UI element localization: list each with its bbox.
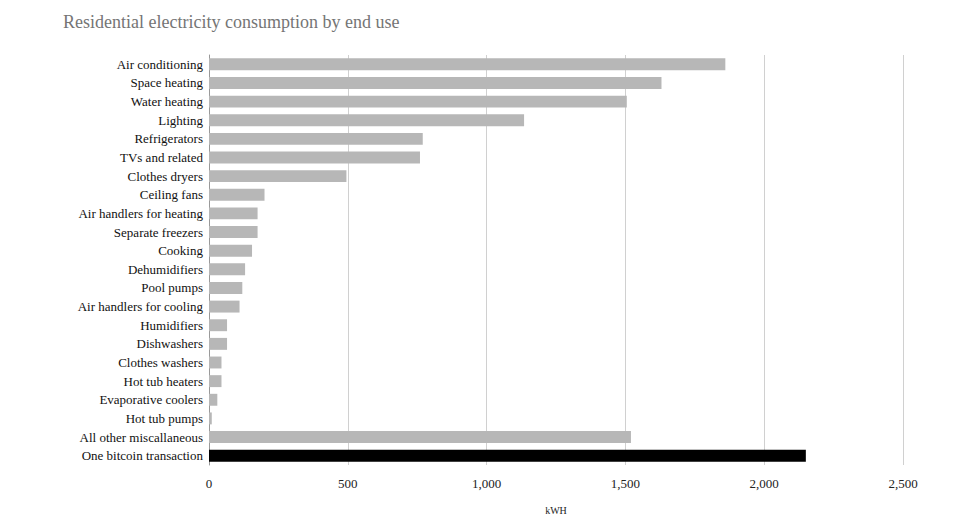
svg-text:500: 500 bbox=[338, 476, 358, 491]
svg-text:Ceiling fans: Ceiling fans bbox=[140, 187, 203, 202]
svg-text:All other miscallaneous: All other miscallaneous bbox=[80, 430, 203, 445]
svg-text:Air conditioning: Air conditioning bbox=[117, 57, 204, 72]
svg-text:TVs and related: TVs and related bbox=[120, 150, 204, 165]
svg-text:Refrigerators: Refrigerators bbox=[134, 131, 203, 146]
svg-text:Hot tub heaters: Hot tub heaters bbox=[124, 374, 203, 389]
svg-text:Residential electricity consum: Residential electricity consumption by e… bbox=[63, 12, 399, 32]
svg-text:Evaporative coolers: Evaporative coolers bbox=[99, 392, 203, 407]
svg-text:Dishwashers: Dishwashers bbox=[137, 336, 203, 351]
svg-text:1,000: 1,000 bbox=[472, 476, 501, 491]
svg-text:2,500: 2,500 bbox=[888, 476, 917, 491]
svg-text:0: 0 bbox=[206, 476, 213, 491]
svg-text:Lighting: Lighting bbox=[158, 113, 203, 128]
svg-text:Water heating: Water heating bbox=[131, 94, 204, 109]
svg-text:kWH: kWH bbox=[545, 505, 567, 516]
svg-text:One bitcoin transaction: One bitcoin transaction bbox=[82, 448, 204, 463]
svg-text:Separate freezers: Separate freezers bbox=[114, 225, 203, 240]
svg-text:Space heating: Space heating bbox=[130, 75, 203, 90]
svg-text:Clothes washers: Clothes washers bbox=[118, 355, 203, 370]
svg-text:Cooking: Cooking bbox=[158, 243, 203, 258]
svg-text:2,000: 2,000 bbox=[750, 476, 779, 491]
svg-text:Dehumidifiers: Dehumidifiers bbox=[128, 262, 203, 277]
svg-text:Hot tub pumps: Hot tub pumps bbox=[126, 411, 203, 426]
svg-text:Pool pumps: Pool pumps bbox=[141, 280, 203, 295]
svg-text:1,500: 1,500 bbox=[611, 476, 640, 491]
svg-text:Clothes dryers: Clothes dryers bbox=[128, 169, 203, 184]
svg-text:Air handlers for cooling: Air handlers for cooling bbox=[78, 299, 204, 314]
svg-text:Humidifiers: Humidifiers bbox=[140, 318, 203, 333]
svg-text:Air handlers for heating: Air handlers for heating bbox=[78, 206, 203, 221]
